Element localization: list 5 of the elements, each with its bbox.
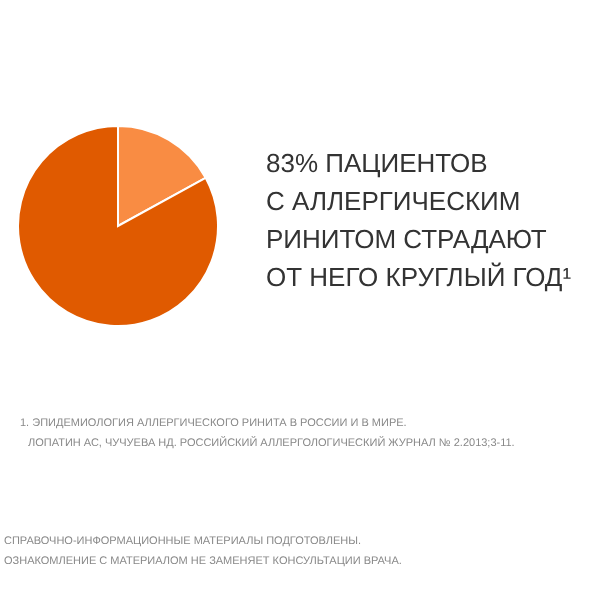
- text: С АЛЛЕРГИЧЕСКИМ: [266, 186, 521, 216]
- pie-slice: [17, 125, 219, 327]
- text: РИНИТОМ СТРАДАЮТ: [266, 224, 547, 254]
- text: 83% ПАЦИЕНТОВ: [266, 148, 488, 178]
- text: ОТ НЕГО КРУГЛЫЙ ГОД¹: [266, 262, 573, 292]
